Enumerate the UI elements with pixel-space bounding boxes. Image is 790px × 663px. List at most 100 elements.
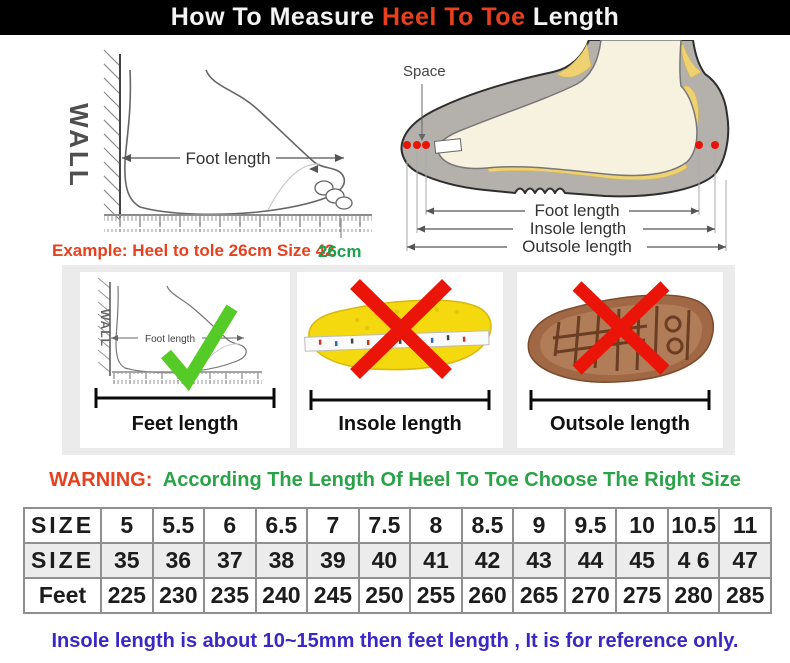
shoe-foot-length-label: Foot length <box>534 201 619 220</box>
size-cell: 39 <box>306 542 360 579</box>
size-conversion-table: SIZE 5 5.5 6 6.5 7 7.5 8 8.5 9 9.5 10 10.5 11 SIZE 35 36… <box>23 507 772 614</box>
title-suffix: Length <box>525 3 620 31</box>
size-cell: 7.5 <box>357 507 412 544</box>
size-cell: 35 <box>100 542 154 579</box>
bracket <box>309 390 491 410</box>
table-row: Feet 225 230 235 240 245 250 255 260 265 270 275 280… <box>23 577 772 614</box>
title-bar: How To Measure Heel To Toe Length <box>0 0 790 35</box>
size-cell: 41 <box>409 542 463 579</box>
green-checkmark-icon <box>161 304 238 392</box>
size-cell: 45 <box>615 542 669 579</box>
mini-wall-hatching <box>97 277 111 373</box>
wall-hatching <box>103 49 121 221</box>
size-cell: 42 <box>460 542 515 579</box>
mini-arrowhead-left <box>111 335 118 341</box>
shoe-insole-length-label: Insole length <box>530 219 626 238</box>
footnote: Insole length is about 10~15mm then feet… <box>51 630 739 652</box>
warning-prefix: WARNING: <box>49 469 153 491</box>
size-cell: 230 <box>151 577 206 614</box>
wall-label: WALL <box>64 103 94 189</box>
panel-label: Insole length <box>338 413 461 435</box>
size-cell: 225 <box>100 577 154 614</box>
panel-label: Feet length <box>132 413 239 435</box>
size-cell: 270 <box>563 577 618 614</box>
size-cell: 37 <box>203 542 257 579</box>
size-cell: 10.5 <box>666 507 721 544</box>
panel-outsole-length: Outsole length <box>517 272 723 448</box>
outsole-inner <box>540 304 703 376</box>
size-cell: 6.5 <box>254 507 309 544</box>
size-cell: 235 <box>203 577 257 614</box>
size-cell: 8.5 <box>460 507 515 544</box>
title-highlight: Heel To Toe <box>382 3 526 31</box>
panel-insole-length: Insole length <box>297 272 503 448</box>
toes <box>314 180 353 210</box>
size-cell: 275 <box>615 577 669 614</box>
example-text: Example: Heel to tole 26cm Size 42 <box>52 241 335 260</box>
warning-text: According The Length Of Heel To Toe Choo… <box>162 469 741 491</box>
guide-lines <box>406 152 727 251</box>
space-label: Space <box>403 63 446 80</box>
floor-ruler <box>104 214 372 232</box>
size-cell: 6 <box>203 507 257 544</box>
toe-space-gap <box>433 138 463 154</box>
panel-label: Outsole length <box>550 413 690 435</box>
size-cell: 5 <box>100 507 154 544</box>
size-cell: 250 <box>357 577 412 614</box>
size-cell: 36 <box>151 542 206 579</box>
size-cell: 265 <box>512 577 566 614</box>
foot-in-shoe <box>437 40 698 177</box>
shoe-cross-section-diagram: Space Foot length Insole length Outsole … <box>400 40 730 256</box>
size-cell: 47 <box>718 542 772 579</box>
dimension-lines <box>407 210 726 248</box>
size-table: SIZE 5 5.5 6 6.5 7 7.5 8 8.5 9 9.5 10 10.5 11 SIZE 35 36… <box>23 507 772 614</box>
shoe-outsole-length-label: Outsole length <box>522 237 632 256</box>
space-arrowhead <box>418 134 426 141</box>
mini-foot-length-label: Foot length <box>145 334 195 345</box>
how-to-panels-band: WALL Foot length <box>62 265 735 455</box>
size-cell: 4 6 <box>666 542 721 579</box>
size-cell: 38 <box>254 542 309 579</box>
arrowhead-small <box>309 165 318 173</box>
size-cell: 255 <box>409 577 463 614</box>
measure-point-dots <box>403 141 719 149</box>
foot-length-label: Foot length <box>185 149 270 168</box>
row-header: SIZE <box>23 542 102 579</box>
size-cell: 44 <box>563 542 618 579</box>
size-cell: 9.5 <box>563 507 618 544</box>
size-cell: 8 <box>409 507 463 544</box>
size-cell: 10 <box>615 507 669 544</box>
mini-foot-outline <box>115 285 247 374</box>
arrowhead-left <box>122 154 131 162</box>
row-header: SIZE <box>23 507 102 544</box>
ball-arc <box>267 163 321 211</box>
size-cell: 260 <box>460 577 515 614</box>
size-cell: 280 <box>666 577 721 614</box>
table-row: SIZE 35 36 37 38 39 40 41 42 43 44 45 4 6 47 <box>23 542 772 579</box>
warning-line: WARNING: According The Length Of Heel To… <box>0 469 790 492</box>
size-cell: 7 <box>306 507 360 544</box>
size-cell: 43 <box>512 542 566 579</box>
dimension-arrowheads <box>407 207 726 251</box>
size-cell: 5.5 <box>151 507 206 544</box>
arrowhead-right <box>335 154 344 162</box>
panel-feet-length: WALL Foot length <box>80 272 290 448</box>
size-cell: 240 <box>254 577 309 614</box>
outsole-diagram: Outsole length <box>527 281 715 435</box>
size-cell: 40 <box>357 542 412 579</box>
bracket <box>529 390 711 410</box>
size-table-body: SIZE 5 5.5 6 6.5 7 7.5 8 8.5 9 9.5 10 10.5 11 SIZE 35 36… <box>23 507 772 614</box>
size-cell: 11 <box>718 507 772 544</box>
size-cell: 285 <box>718 577 772 614</box>
mini-arrowhead-right <box>237 335 244 341</box>
table-row: SIZE 5 5.5 6 6.5 7 7.5 8 8.5 9 9.5 10 10.5 11 <box>23 507 772 544</box>
mini-wall-label: WALL <box>98 309 112 347</box>
title-prefix: How To Measure <box>170 3 382 31</box>
size-cell: 9 <box>512 507 566 544</box>
wall-measure-diagram: WALL Foot length <box>64 49 372 238</box>
insole-diagram: Insole length <box>304 278 492 435</box>
red-cross-icon <box>572 281 670 375</box>
foot-outline <box>124 69 346 216</box>
red-cross-icon <box>350 278 452 380</box>
size-cell: 245 <box>306 577 360 614</box>
